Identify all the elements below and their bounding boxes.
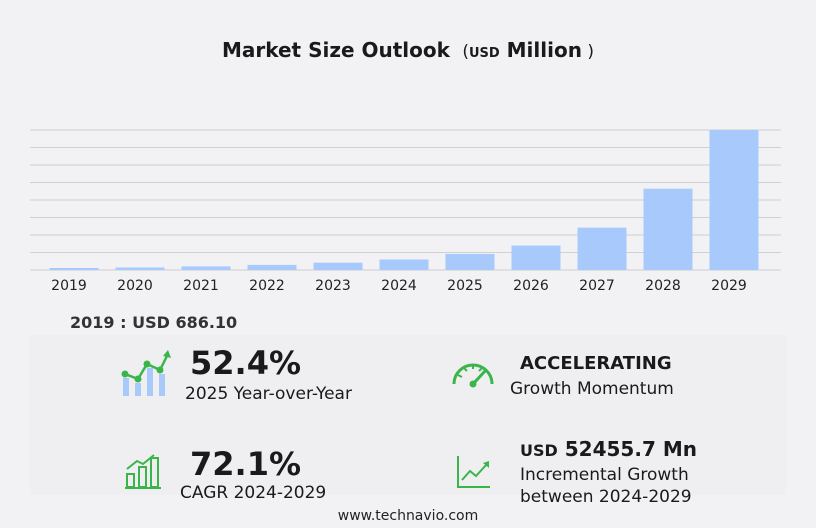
speedometer-icon <box>452 363 494 388</box>
bar-2019 <box>49 268 99 270</box>
incremental-label-2: between 2024-2029 <box>520 487 692 507</box>
cagr-label: CAGR 2024-2029 <box>180 483 327 503</box>
incremental-prefix: USD <box>520 441 558 460</box>
line-growth-icon <box>457 456 490 488</box>
incremental-label-1: Incremental Growth <box>520 465 689 485</box>
chart-title: Market Size Outlook (USD Million ) <box>221 38 595 62</box>
title-unit-prefix: USD <box>468 46 500 61</box>
x-tick-label: 2025 <box>447 278 483 294</box>
source-link[interactable]: www.technavio.com <box>337 508 479 524</box>
x-tick-label: 2029 <box>711 278 747 294</box>
kpi-panel <box>30 335 786 495</box>
incremental-number: 52455.7 Mn <box>564 437 697 461</box>
x-tick-label: 2019 <box>51 278 87 294</box>
x-tick-label: 2020 <box>117 278 153 294</box>
title-unit-word: Million <box>506 38 582 62</box>
incremental-value: USD 52455.7 Mn <box>520 437 697 461</box>
x-tick-label: 2022 <box>249 278 285 294</box>
bar-chart: 2019 2020 2021 2022 2023 2024 2025 2026 2027 2028… <box>30 129 781 294</box>
growth-chart-icon <box>121 350 171 396</box>
bar-growth-icon <box>125 454 161 489</box>
bar-2029 <box>709 130 759 270</box>
bars <box>49 130 759 270</box>
bar-2026 <box>511 245 561 270</box>
x-tick-label: 2021 <box>183 278 219 294</box>
momentum-value: ACCELERATING <box>520 353 672 374</box>
x-tick-label: 2028 <box>645 278 681 294</box>
x-tick-label: 2024 <box>381 278 417 294</box>
bar-2021 <box>181 266 231 270</box>
x-axis-labels: 2019 2020 2021 2022 2023 2024 2025 2026 2027 2028… <box>51 278 747 294</box>
bar-2027 <box>577 227 627 270</box>
bar-2025 <box>445 253 495 270</box>
bar-2028 <box>643 188 693 270</box>
cagr-value: 72.1% <box>190 445 302 483</box>
base-year-value: 2019 : USD 686.10 <box>70 313 238 332</box>
bar-2023 <box>313 262 363 270</box>
yoy-label: 2025 Year-over-Year <box>185 384 352 404</box>
title-text: Market Size Outlook <box>221 38 450 62</box>
x-tick-label: 2026 <box>513 278 549 294</box>
x-tick-label: 2027 <box>579 278 615 294</box>
bar-2020 <box>115 267 165 270</box>
yoy-value: 52.4% <box>190 344 302 382</box>
x-tick-label: 2023 <box>315 278 351 294</box>
momentum-label: Growth Momentum <box>510 379 674 399</box>
bar-2022 <box>247 264 297 270</box>
bar-2024 <box>379 259 429 270</box>
